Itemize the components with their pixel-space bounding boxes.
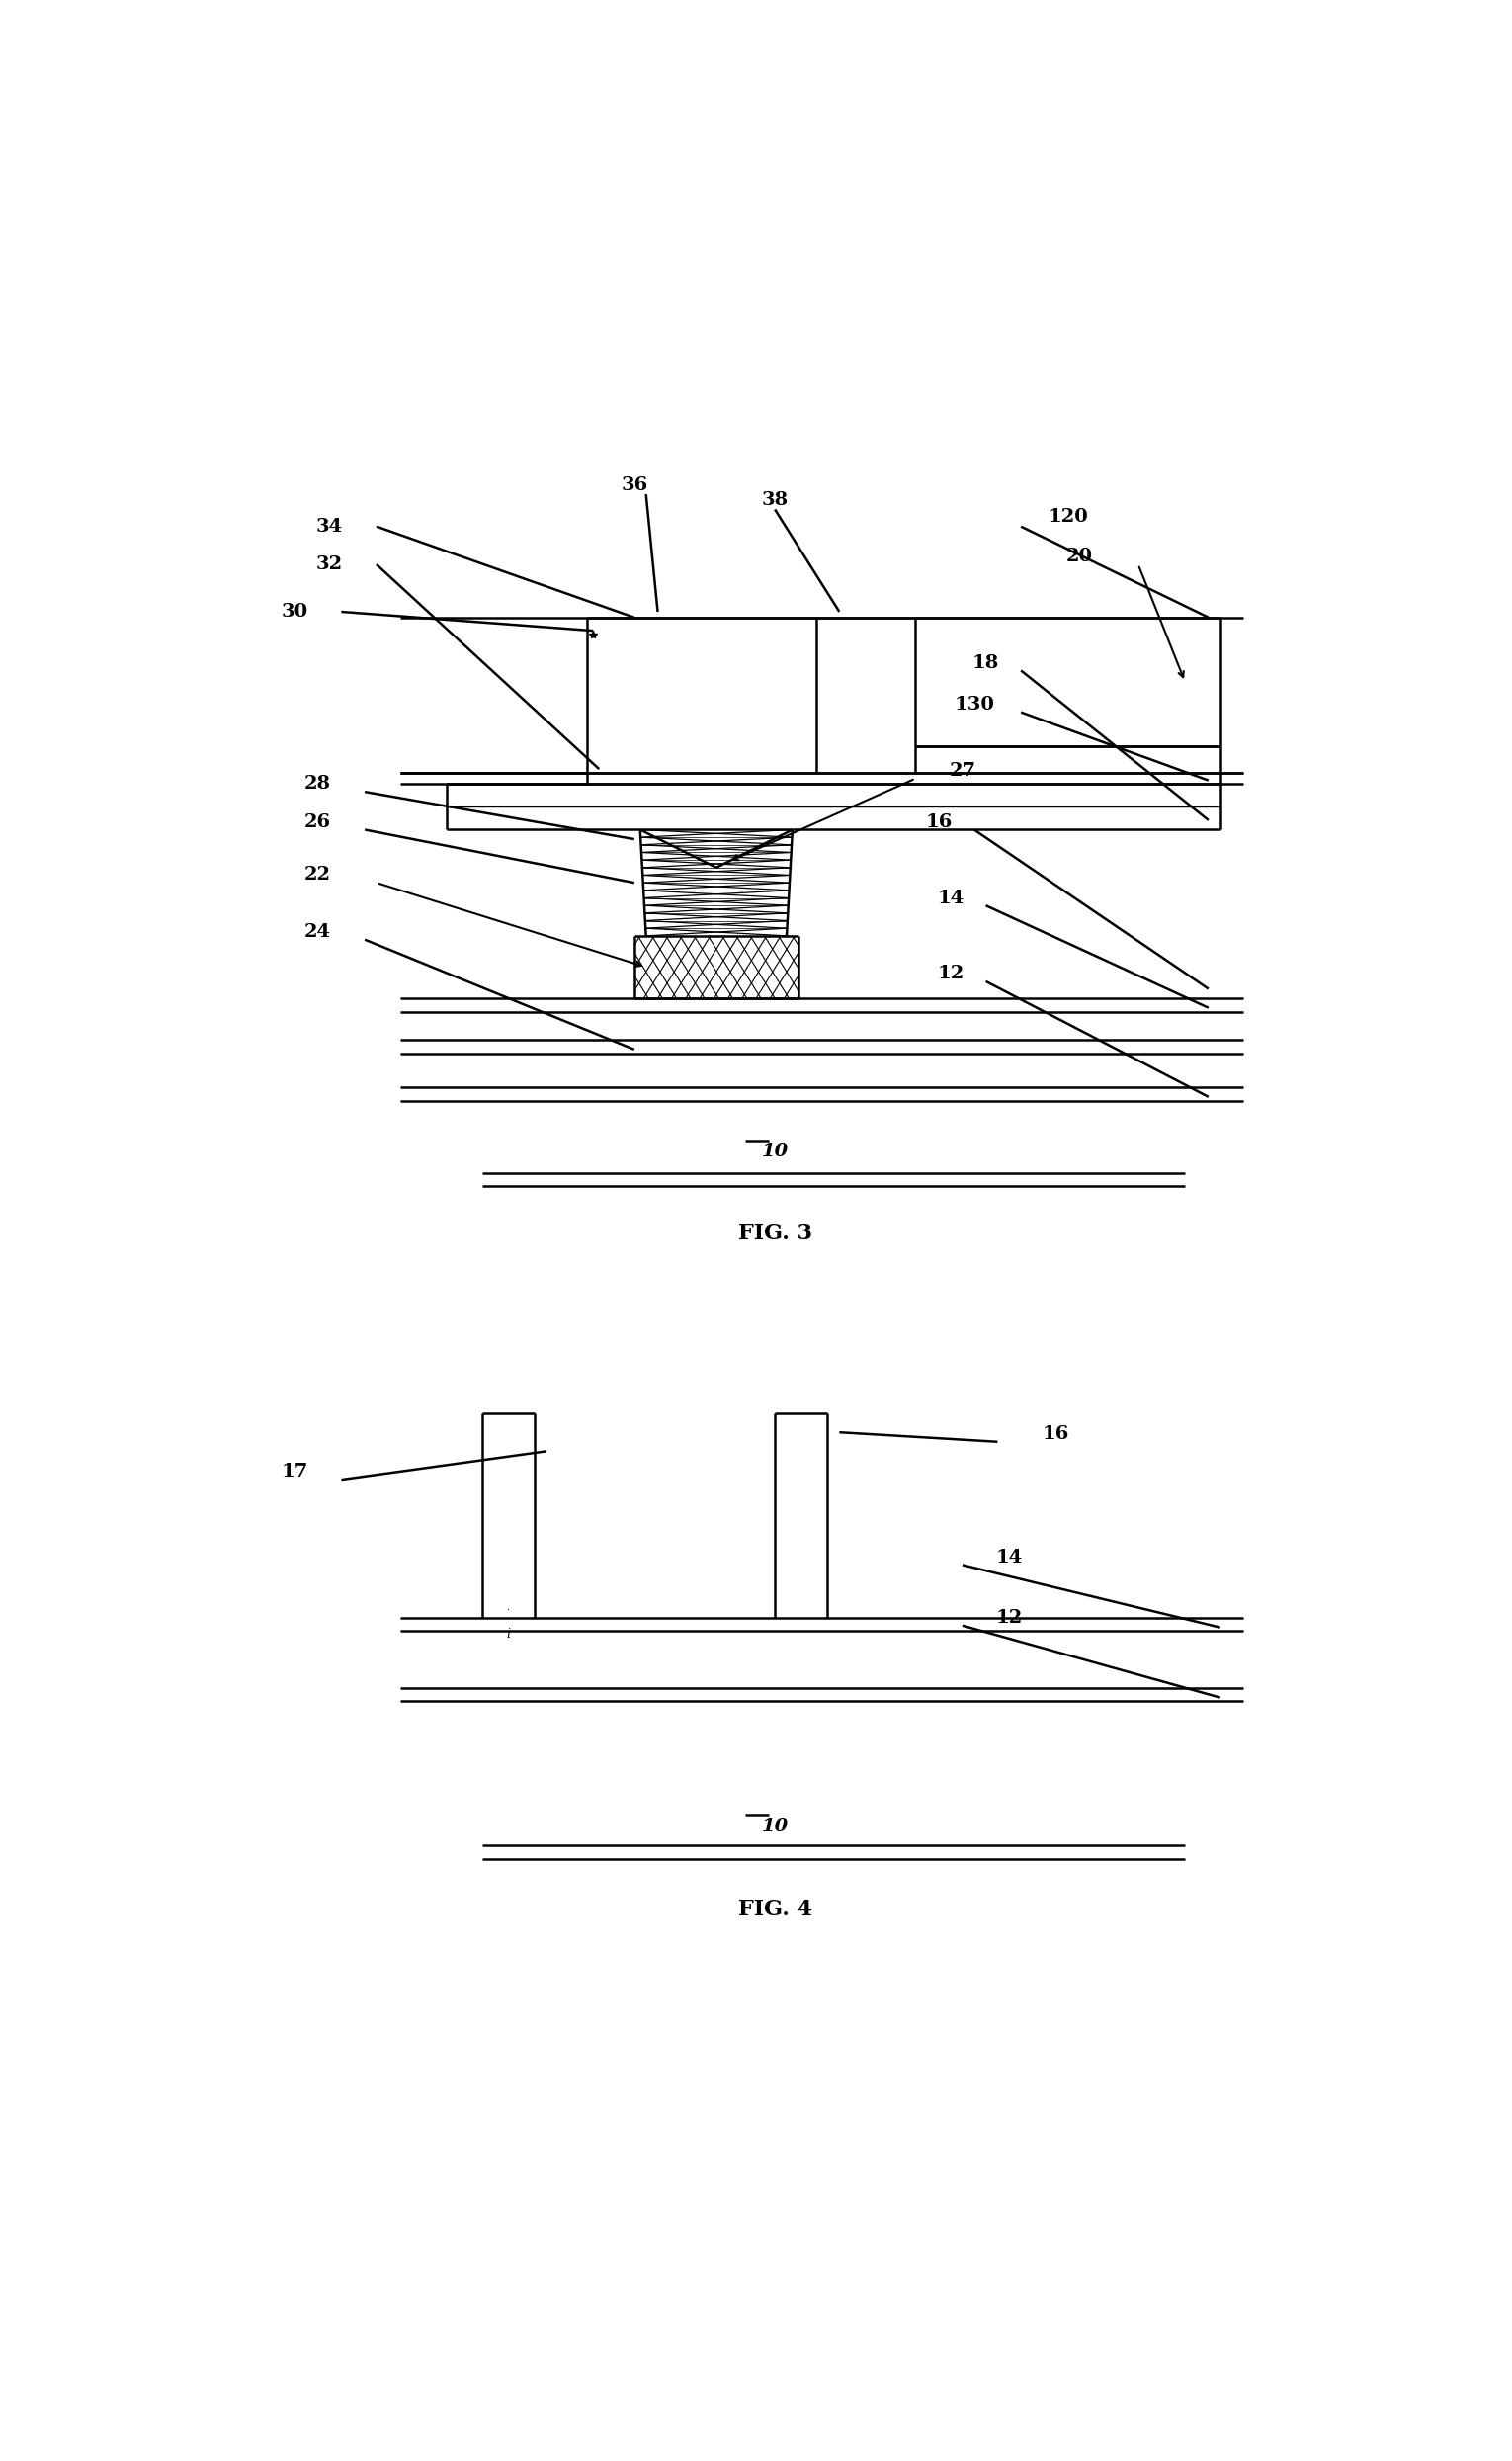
Text: 14: 14 [996, 1548, 1022, 1565]
Text: 32: 32 [316, 556, 343, 573]
Text: 16: 16 [925, 812, 953, 832]
Text: 120: 120 [1048, 507, 1089, 527]
Text: 18: 18 [972, 655, 999, 672]
Text: 26: 26 [304, 812, 331, 832]
Text: 22: 22 [304, 866, 331, 883]
Text: 34: 34 [316, 517, 343, 536]
Text: i: i [507, 1627, 510, 1641]
Text: 38: 38 [762, 492, 788, 509]
Text: 14: 14 [937, 888, 965, 906]
Text: 28: 28 [304, 775, 331, 792]
Text: FIG. 3: FIG. 3 [738, 1223, 812, 1245]
Text: 27: 27 [950, 763, 975, 780]
Text: 16: 16 [1043, 1425, 1069, 1442]
Text: 20: 20 [1066, 549, 1093, 566]
Text: 10: 10 [762, 1819, 788, 1836]
Text: 36: 36 [621, 475, 647, 495]
Text: 24: 24 [304, 923, 331, 940]
Text: 17: 17 [281, 1464, 308, 1482]
Text: FIG. 4: FIG. 4 [738, 1900, 812, 1920]
Text: 30: 30 [281, 603, 308, 620]
Text: 12: 12 [996, 1609, 1022, 1627]
Text: 12: 12 [937, 965, 965, 982]
Text: 10: 10 [762, 1142, 788, 1162]
Text: 130: 130 [954, 696, 995, 714]
